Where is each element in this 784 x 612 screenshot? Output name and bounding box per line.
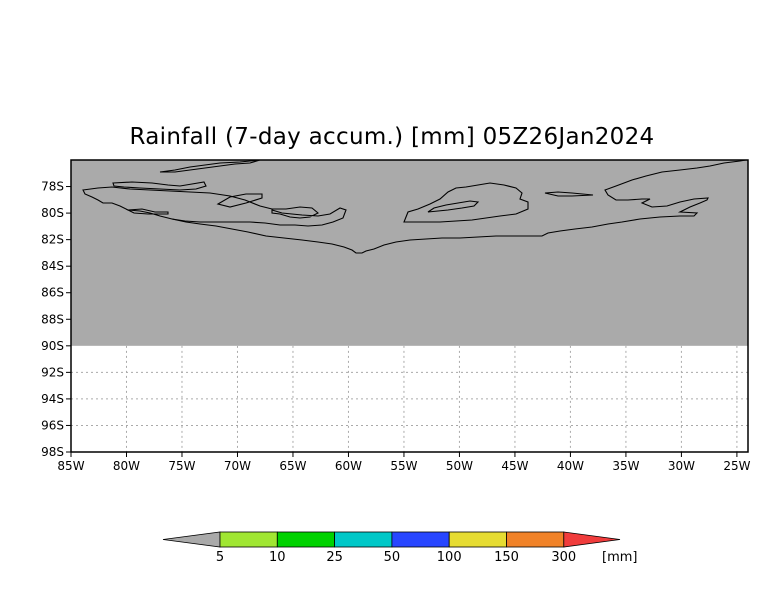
ice-shelf-coastline xyxy=(82,186,347,227)
lon-tick-label: 55W xyxy=(390,459,417,473)
lat-tick-label: 78S xyxy=(41,180,64,194)
colorbar-label: 10 xyxy=(269,550,286,565)
lat-tick-label: 84S xyxy=(41,259,64,273)
lon-tick-label: 35W xyxy=(612,459,639,473)
antarctic-coastline xyxy=(171,159,747,254)
colorbar-label: 25 xyxy=(326,550,343,565)
colorbar-bin xyxy=(448,531,507,548)
lon-tick-label: 30W xyxy=(668,459,695,473)
longitude-axis: 85W 80W 75W 70W 65W 60W 55W 50W 45W 40W 35W 30W 25W xyxy=(57,452,751,473)
colorbar-label: 50 xyxy=(384,550,401,565)
lon-tick-label: 65W xyxy=(279,459,306,473)
colorbar-bin xyxy=(506,531,565,548)
filchner-ronne-shelf-edge xyxy=(403,182,529,223)
latitude-axis: 78S 80S 82S 84S 86S 88S 90S 92S 94S 96S 98S xyxy=(41,180,71,459)
lat-tick-label: 94S xyxy=(41,392,64,406)
lon-tick-label: 70W xyxy=(224,459,251,473)
map-frame xyxy=(70,159,749,453)
lon-tick-label: 45W xyxy=(501,459,528,473)
lon-tick-label: 50W xyxy=(446,459,473,473)
lon-tick-label: 75W xyxy=(168,459,195,473)
colorbar-label: 150 xyxy=(494,550,519,565)
lat-tick-label: 86S xyxy=(41,286,64,300)
colorbar-unit: [mm] xyxy=(602,550,637,565)
lat-tick-label: 88S xyxy=(41,312,64,326)
lat-tick-label: 98S xyxy=(41,445,64,459)
lat-tick-label: 96S xyxy=(41,418,64,432)
lon-tick-label: 80W xyxy=(113,459,140,473)
lat-tick-label: 80S xyxy=(41,206,64,220)
lon-tick-label: 85W xyxy=(57,459,84,473)
island-coastline-2 xyxy=(216,193,263,208)
ice-shelf-inner-coastline xyxy=(125,208,169,215)
colorbar-bin xyxy=(334,531,393,548)
lon-tick-label: 40W xyxy=(557,459,584,473)
colorbar-bin xyxy=(219,531,278,548)
graticule xyxy=(71,345,748,452)
lon-tick-label: 25W xyxy=(723,459,750,473)
lat-tick-label: 90S xyxy=(41,339,64,353)
colorbar-bin xyxy=(391,531,450,548)
lat-tick-label: 82S xyxy=(41,233,64,247)
coastline xyxy=(82,159,747,254)
colorbar-bin xyxy=(276,531,335,548)
island-coastline-3 xyxy=(544,191,594,197)
island-coastline xyxy=(112,181,207,191)
colorbar-under-triangle xyxy=(162,531,221,548)
colorbar-label: 5 xyxy=(216,550,224,565)
map-title: Rainfall (7-day accum.) [mm] 05Z26Jan202… xyxy=(129,124,655,150)
colorbar-over-triangle xyxy=(563,531,621,548)
land-area xyxy=(71,160,748,346)
ice-rise-coastline xyxy=(427,200,480,213)
ice-shelf-west-edge xyxy=(159,159,261,173)
colorbar-label: 300 xyxy=(551,550,576,565)
lon-tick-label: 60W xyxy=(335,459,362,473)
lat-tick-label: 92S xyxy=(41,365,64,379)
colorbar-label: 100 xyxy=(437,550,462,565)
colorbar-legend: 5 10 25 50 100 150 300 [mm] xyxy=(162,531,637,565)
